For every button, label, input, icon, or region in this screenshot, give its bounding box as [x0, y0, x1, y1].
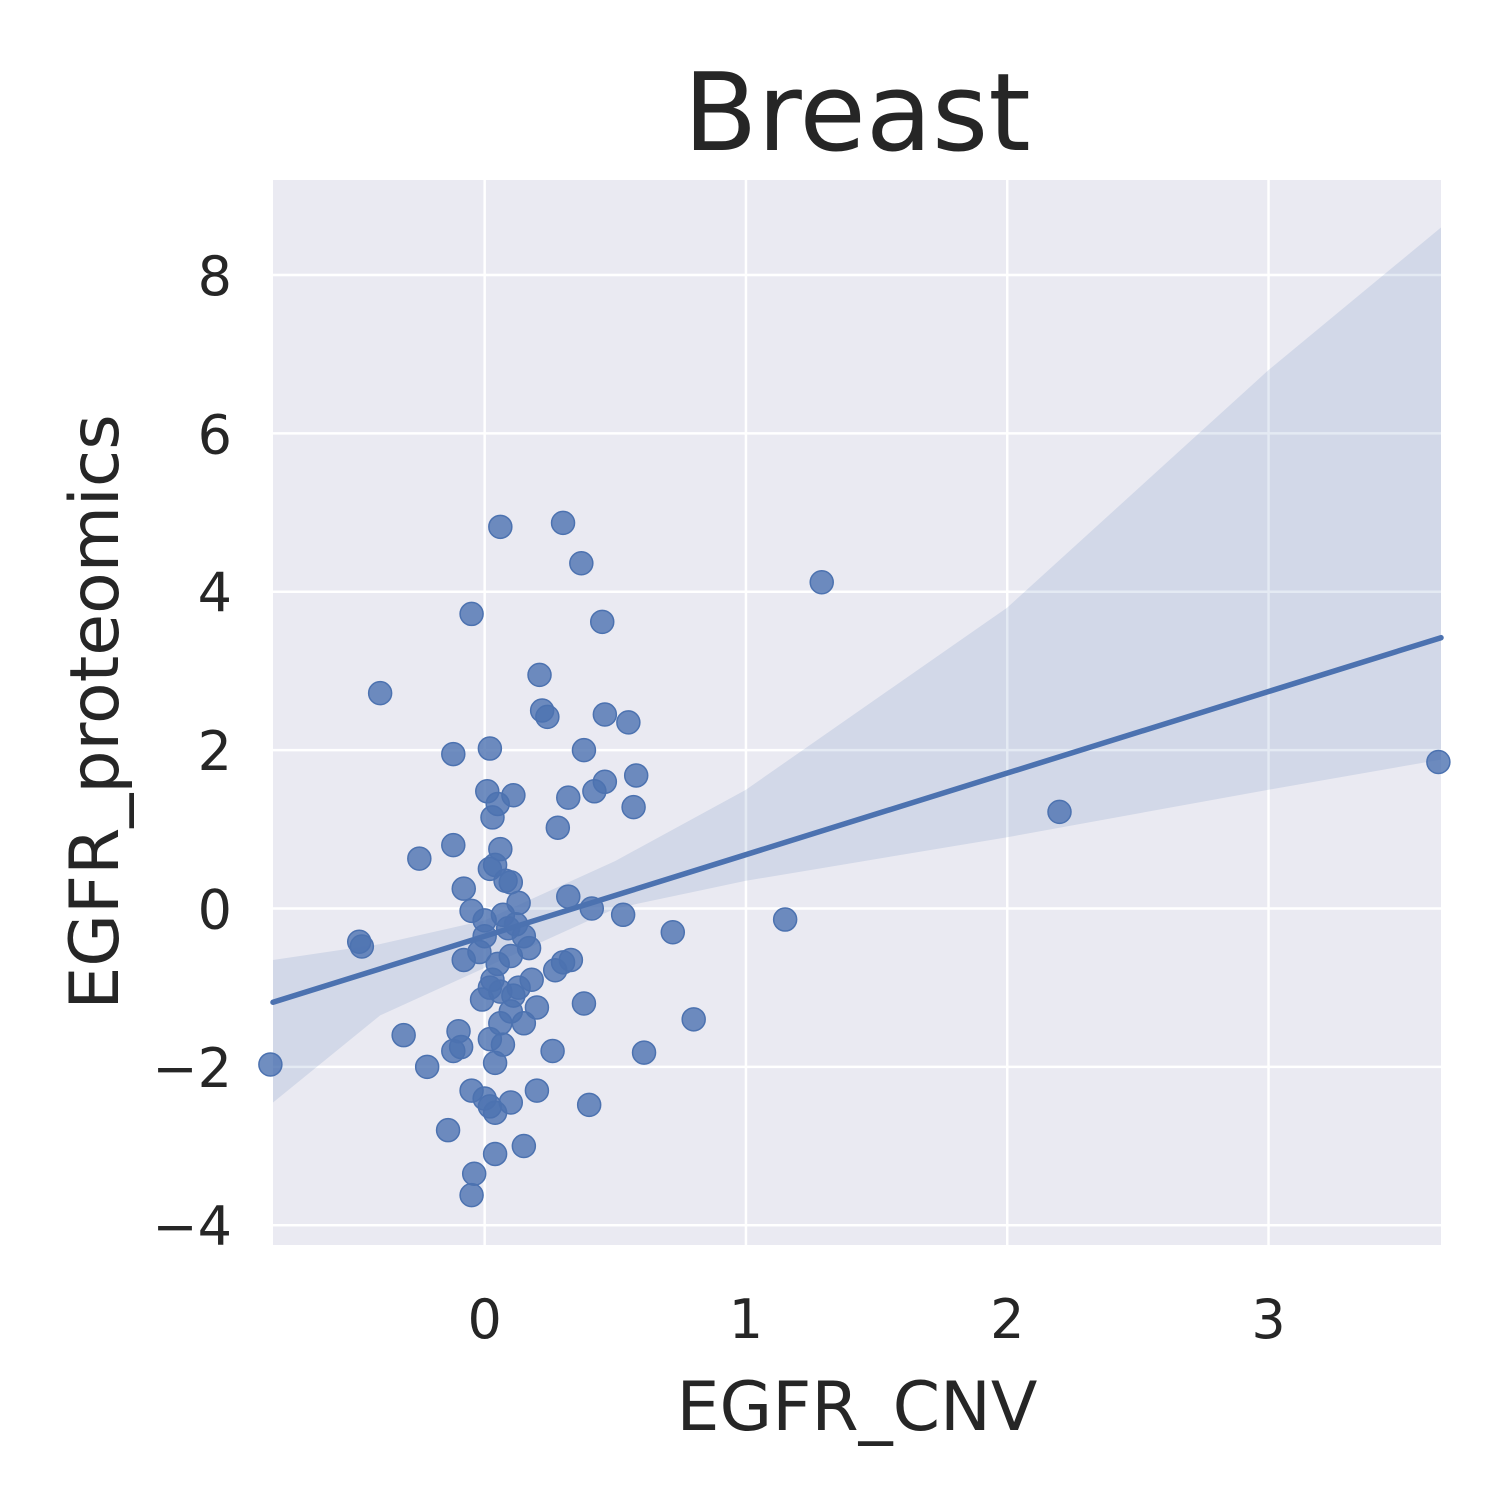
regression-line-layer	[270, 634, 1444, 1006]
data-point	[1426, 749, 1451, 775]
data-point	[623, 763, 649, 788]
data-point	[391, 1022, 416, 1048]
data-point	[1047, 799, 1072, 825]
data-point	[407, 846, 432, 871]
data-point	[569, 550, 594, 576]
data-point	[616, 710, 641, 735]
data-point	[772, 907, 798, 932]
data-point	[589, 609, 615, 635]
data-point	[480, 967, 505, 992]
data-point	[527, 662, 552, 688]
confidence-band-layer	[273, 227, 1441, 1103]
data-point	[451, 876, 476, 901]
data-point	[660, 919, 686, 945]
y-tick-label: 4	[198, 562, 232, 625]
data-point	[414, 1054, 440, 1080]
tick-labels: 0 1 2 3 −4 −2 0 2 4 6 8	[152, 245, 1285, 1351]
data-point	[571, 991, 597, 1016]
data-point	[511, 1133, 537, 1159]
x-axis-title: EGFR_CNV	[677, 1368, 1038, 1447]
data-point	[582, 779, 607, 804]
data-point	[545, 815, 571, 840]
data-point	[495, 916, 521, 941]
x-tick-label: 0	[467, 1288, 501, 1351]
data-point	[459, 601, 484, 627]
data-point	[485, 791, 510, 817]
data-point	[448, 1034, 474, 1060]
regression-line	[270, 634, 1444, 1006]
data-point	[571, 737, 597, 763]
data-point	[556, 785, 581, 810]
data-point	[524, 1078, 550, 1103]
data-point	[592, 702, 618, 727]
data-point	[367, 680, 393, 706]
data-points	[258, 510, 1451, 1208]
y-tick-label: 6	[198, 403, 232, 466]
data-point	[550, 510, 576, 536]
data-point	[501, 983, 526, 1008]
data-point	[441, 832, 466, 858]
y-axis-title: EGFR_proteomics	[56, 414, 135, 1009]
data-point	[349, 934, 375, 959]
x-tick-label: 3	[1251, 1288, 1285, 1351]
data-point	[540, 1038, 565, 1064]
data-point	[477, 736, 503, 761]
data-point	[576, 1092, 602, 1118]
data-point	[556, 884, 581, 909]
grid-lines	[273, 180, 1441, 1245]
y-tick-label: 0	[198, 878, 232, 941]
x-tick-label: 2	[990, 1288, 1024, 1351]
data-point	[542, 957, 568, 983]
data-point	[461, 1161, 487, 1186]
data-point	[681, 1007, 706, 1032]
data-point	[524, 995, 550, 1020]
data-point	[488, 514, 513, 540]
data-point	[441, 741, 466, 767]
x-tick-label: 1	[729, 1288, 763, 1351]
data-point	[621, 794, 646, 820]
confidence-band	[273, 227, 1441, 1103]
y-tick-label: 8	[198, 245, 232, 308]
data-point	[579, 896, 605, 921]
data-point	[498, 870, 524, 895]
data-point	[610, 902, 636, 928]
data-point	[631, 1040, 657, 1065]
chart-title: Breast	[683, 51, 1030, 176]
data-point	[482, 1100, 508, 1126]
data-point	[435, 1117, 461, 1143]
y-tick-label: −2	[152, 1037, 232, 1100]
data-point	[469, 987, 495, 1012]
y-tick-label: −4	[152, 1195, 232, 1258]
data-point	[258, 1052, 283, 1077]
data-point	[482, 1141, 508, 1167]
data-point	[535, 704, 560, 730]
data-point	[809, 569, 834, 595]
data-point	[490, 1032, 516, 1057]
data-point	[459, 1182, 484, 1208]
data-point	[467, 939, 492, 965]
y-tick-label: 2	[198, 720, 232, 783]
